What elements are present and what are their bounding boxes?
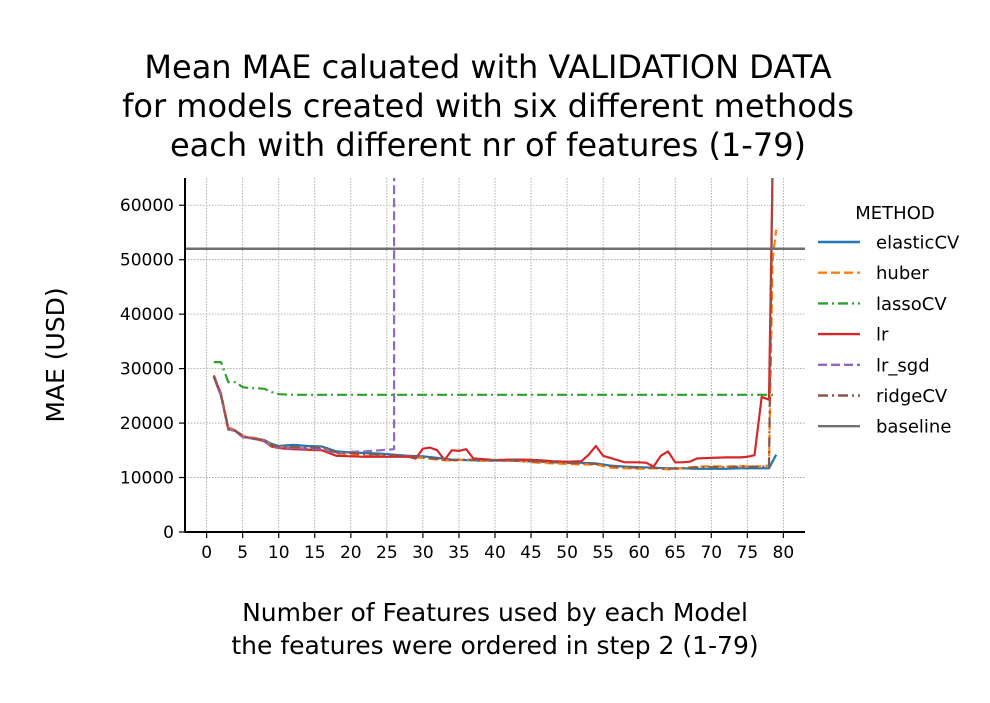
series-line-lassoCV xyxy=(213,361,777,396)
legend-label: ridgeCV xyxy=(876,386,948,407)
legend-label: baseline xyxy=(876,417,951,438)
legend: METHOD elasticCV huber lassoCV lr lr_sgdridge… xyxy=(818,203,960,438)
x-tick-label: 5 xyxy=(237,543,248,563)
y-tick-label: 10000 xyxy=(120,469,174,489)
legend-label: lassoCV xyxy=(876,294,947,315)
x-tick-label: 45 xyxy=(520,543,542,563)
y-tick-label: 0 xyxy=(163,523,174,543)
x-tick-label: 75 xyxy=(737,543,759,563)
series-line-ridgeCV xyxy=(212,178,774,470)
legend-label: lr xyxy=(876,325,889,346)
x-tick-label: 65 xyxy=(664,543,686,563)
x-axis-label: Number of Features used by each Model the… xyxy=(231,598,758,660)
legend-title: METHOD xyxy=(855,203,934,224)
y-axis-label: MAE (USD) xyxy=(41,287,70,422)
x-tick-label: 0 xyxy=(201,543,212,563)
x-tick-label: 50 xyxy=(556,543,578,563)
y-tick-label: 30000 xyxy=(120,360,174,380)
x-tick-label: 70 xyxy=(700,543,722,563)
y-tick-label: 50000 xyxy=(120,251,174,271)
series-line-lr xyxy=(212,178,774,468)
x-tick-label: 60 xyxy=(628,543,650,563)
y-axis-ticks: 0 10000 20000 30000 40000 50000 60000 xyxy=(120,196,185,543)
x-tick-label: 40 xyxy=(484,543,506,563)
legend-label: lr_sgd xyxy=(876,355,930,376)
x-tick-label: 20 xyxy=(340,543,362,563)
y-axis-label-text: MAE (USD) xyxy=(41,287,70,422)
series-lines xyxy=(185,178,805,471)
x-tick-label: 80 xyxy=(773,543,795,563)
y-tick-label: 20000 xyxy=(120,414,174,434)
x-axis-label-line: the features were ordered in step 2 (1-7… xyxy=(231,631,758,660)
x-axis-label-line: Number of Features used by each Model xyxy=(242,598,748,627)
x-tick-label: 30 xyxy=(412,543,434,563)
legend-label: huber xyxy=(876,263,929,284)
x-tick-label: 55 xyxy=(592,543,614,563)
y-tick-label: 60000 xyxy=(120,196,174,216)
y-tick-label: 40000 xyxy=(120,305,174,325)
series-line-lr-sgd xyxy=(212,178,396,455)
x-axis-ticks: 0 5 10 15 20 25 30 35 40 45 50 55 60 65 70 75 80 xyxy=(201,532,794,563)
grid xyxy=(185,178,805,532)
x-tick-label: 15 xyxy=(304,543,326,563)
chart-title-line: Mean MAE caluated with VALIDATION DATA xyxy=(144,48,831,86)
chart-title-line: for models created with six different me… xyxy=(122,87,854,125)
chart-title: Mean MAE caluated with VALIDATION DATAfo… xyxy=(122,48,854,164)
chart-title-line: each with different nr of features (1-79… xyxy=(170,126,806,164)
x-tick-label: 25 xyxy=(376,543,398,563)
x-tick-label: 10 xyxy=(268,543,290,563)
legend-label: elasticCV xyxy=(876,233,960,254)
x-tick-label: 35 xyxy=(448,543,470,563)
